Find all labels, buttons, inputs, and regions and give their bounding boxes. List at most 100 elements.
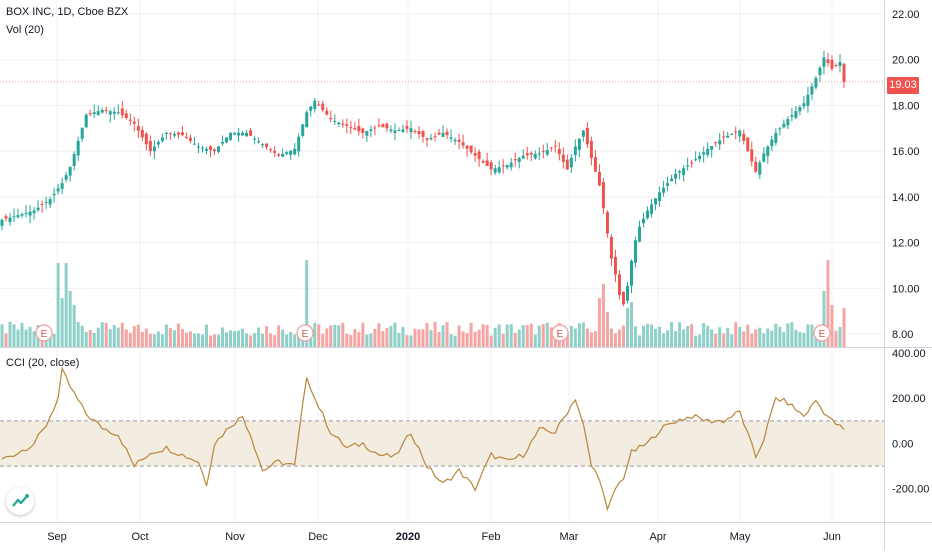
candle-body	[690, 162, 694, 164]
volume-bar	[421, 329, 425, 347]
volume-bar	[678, 322, 682, 347]
candle-body	[698, 155, 702, 160]
candle-body	[734, 131, 738, 133]
volume-bar	[325, 328, 329, 347]
candle-body	[714, 142, 718, 144]
candle-body	[361, 128, 365, 133]
volume-bar	[241, 328, 245, 347]
volume-bar	[92, 332, 96, 347]
time-tick-label: Apr	[649, 531, 666, 543]
volume-bar	[152, 334, 156, 347]
candle-body	[265, 143, 269, 148]
candle-body	[116, 112, 120, 114]
candle-body	[646, 210, 650, 219]
volume-bar	[670, 322, 674, 347]
volume-bar	[822, 291, 826, 347]
volume-bar	[204, 324, 208, 347]
candle-body	[449, 137, 453, 139]
volume-bar	[172, 330, 176, 347]
candle-body	[16, 215, 20, 218]
volume-bar	[381, 330, 385, 347]
volume-bar	[200, 334, 204, 347]
volume-bar	[842, 307, 846, 347]
candle-body	[200, 147, 204, 149]
candle-body	[285, 152, 289, 154]
volume-bar	[445, 322, 449, 347]
candle-body	[826, 59, 830, 64]
candle-body	[269, 149, 273, 151]
volume-bar	[144, 328, 148, 347]
candle-body	[806, 94, 810, 106]
candle-body	[505, 164, 509, 168]
candle-body	[738, 130, 742, 137]
candle-body	[249, 130, 253, 136]
volume-bar	[601, 284, 605, 347]
candle-body	[176, 132, 180, 135]
candle-body	[617, 274, 621, 296]
volume-bar	[168, 328, 172, 347]
volume-bar	[265, 326, 269, 347]
tradingview-logo-button[interactable]	[6, 487, 34, 515]
volume-bar	[28, 326, 32, 347]
volume-bar	[750, 333, 754, 347]
candle-body	[188, 137, 192, 141]
volume-bar	[0, 324, 4, 347]
volume-bar	[196, 333, 200, 347]
candle-body	[168, 133, 172, 135]
candle-body	[305, 112, 309, 128]
candle-body	[517, 158, 521, 163]
candle-body	[196, 146, 200, 148]
candle-body	[609, 236, 613, 259]
volume-bar	[112, 325, 116, 347]
candle-body	[798, 107, 802, 112]
candle-body	[654, 198, 658, 205]
candle-body	[96, 111, 100, 116]
candle-body	[842, 63, 846, 82]
volume-bar	[289, 331, 293, 347]
price-tick-label: 12.00	[892, 238, 920, 250]
volume-bar	[417, 329, 421, 347]
volume-bar	[634, 326, 638, 347]
candle-body	[20, 214, 24, 216]
candle-body	[44, 202, 48, 203]
volume-bar	[249, 335, 253, 347]
candle-body	[36, 207, 40, 211]
candle-body	[156, 142, 160, 145]
volume-bar	[533, 334, 537, 347]
price-tick-label: 8.00	[892, 329, 913, 341]
candle-body	[674, 174, 678, 179]
candle-body	[834, 65, 838, 67]
candle-body	[108, 111, 112, 115]
candle-body	[682, 168, 686, 175]
volume-bar	[221, 327, 225, 347]
candle-body	[241, 132, 245, 136]
volume-bar	[237, 330, 241, 347]
volume-bar	[208, 335, 212, 347]
volume-bar	[261, 333, 265, 347]
candle-body	[369, 129, 373, 131]
volume-bar	[401, 326, 405, 347]
candle-body	[758, 162, 762, 175]
candle-body	[204, 148, 208, 151]
candle-body	[301, 124, 305, 136]
candle-body	[8, 217, 12, 223]
volume-bar	[754, 329, 758, 347]
candle-body	[221, 142, 225, 144]
volume-bar	[140, 331, 144, 347]
volume-bar	[609, 328, 613, 347]
volume-bar	[313, 322, 317, 347]
candle-body	[814, 78, 818, 88]
candle-body	[237, 132, 241, 136]
volume-bar	[794, 329, 798, 347]
candle-body	[549, 147, 553, 149]
volume-bar	[457, 325, 461, 347]
candle-body	[92, 112, 96, 115]
volume-bar	[682, 329, 686, 347]
candle-body	[433, 136, 437, 138]
candle-body	[593, 157, 597, 172]
volume-bar	[650, 324, 654, 347]
cci-tick-label: 400.00	[892, 348, 926, 360]
candle-body	[730, 134, 734, 135]
